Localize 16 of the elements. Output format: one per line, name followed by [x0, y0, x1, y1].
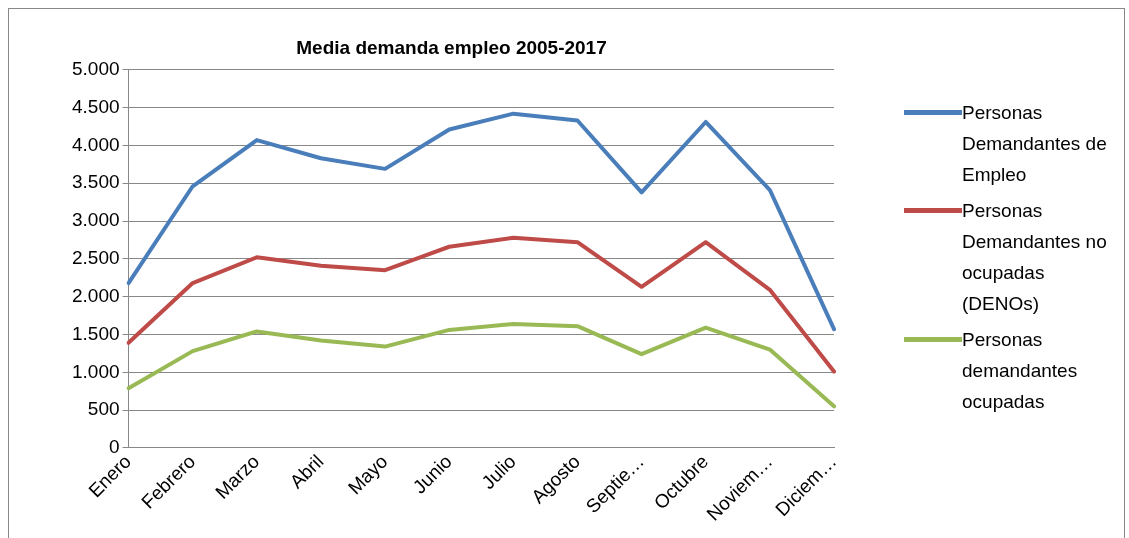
y-tick-label: 4.500: [72, 95, 120, 117]
y-tick-label: 2.500: [72, 247, 120, 269]
y-tick-label: 500: [87, 398, 120, 420]
y-tick-label: 2.000: [72, 284, 120, 306]
y-tick-label: 4.000: [72, 133, 120, 155]
chart-title: Media demanda empleo 2005-2017: [296, 36, 607, 58]
y-tick-label: 5.000: [72, 58, 120, 80]
y-tick-label: 3.500: [72, 171, 120, 193]
legend-label: Personas Demandantes no ocupadas (DENOs): [962, 199, 1108, 316]
y-tick-label: 0: [108, 436, 120, 458]
y-tick-label: 3.000: [72, 209, 120, 231]
y-tick-label: 1.000: [72, 360, 120, 382]
x-tick-label: Julio: [477, 450, 520, 494]
y-tick-label: 1.500: [72, 322, 120, 344]
legend-label: Personas demandantes ocupadas: [962, 328, 1079, 414]
legend-label: Personas Demandantes de Empleo: [962, 101, 1108, 187]
